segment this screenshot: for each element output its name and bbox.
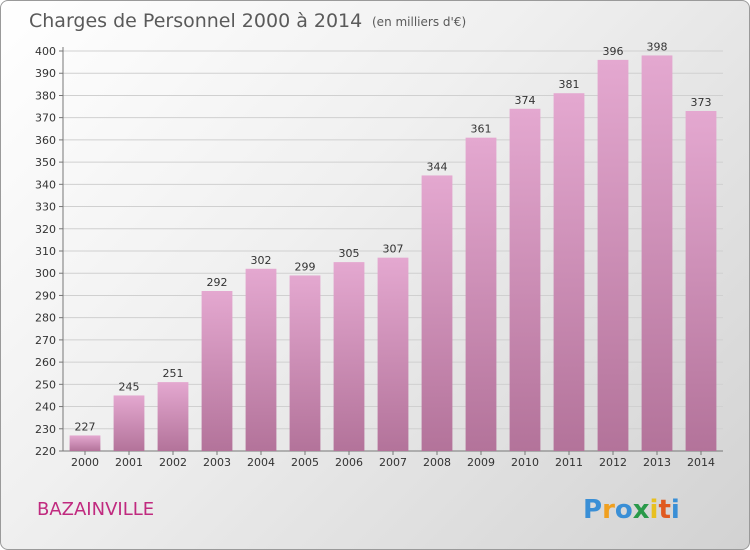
value-label: 302	[251, 254, 272, 267]
y-tick-label: 320	[35, 223, 56, 236]
bar-2002	[157, 382, 189, 451]
logo-letter: i	[671, 495, 680, 525]
x-tick-label: 2013	[643, 456, 671, 469]
logo-letter: i	[650, 495, 659, 525]
commune-name: BAZAINVILLE	[37, 499, 154, 520]
proxiti-logo: Proxiti	[583, 495, 680, 525]
y-tick-label: 350	[35, 156, 56, 169]
bar-2006	[333, 262, 365, 451]
y-tick-label: 240	[35, 401, 56, 414]
bar-2005	[289, 275, 321, 451]
x-tick-label: 2012	[599, 456, 627, 469]
y-tick-label: 380	[35, 89, 56, 102]
y-tick-label: 340	[35, 178, 56, 191]
y-tick-label: 330	[35, 201, 56, 214]
value-label: 245	[119, 380, 140, 393]
bar-2008	[421, 175, 453, 451]
value-label: 398	[647, 40, 668, 53]
value-label: 381	[559, 78, 580, 91]
value-label: 292	[207, 276, 228, 289]
bar-2014	[685, 111, 717, 451]
chart-title: Charges de Personnel 2000 à 2014	[29, 10, 362, 32]
logo-letter: r	[602, 495, 615, 525]
bar-2012	[597, 59, 629, 452]
y-tick-label: 370	[35, 112, 56, 125]
bar-2011	[553, 93, 585, 451]
logo-letter: P	[583, 495, 602, 525]
bar-2004	[245, 268, 277, 451]
x-tick-label: 2010	[511, 456, 539, 469]
value-label: 299	[295, 260, 316, 273]
x-tick-label: 2014	[687, 456, 715, 469]
value-label: 307	[383, 243, 404, 256]
value-label: 374	[515, 94, 536, 107]
bar-2003	[201, 291, 233, 451]
y-tick-label: 260	[35, 356, 56, 369]
value-label: 305	[339, 247, 360, 260]
x-tick-label: 2000	[71, 456, 99, 469]
y-tick-label: 280	[35, 312, 56, 325]
x-tick-label: 2004	[247, 456, 275, 469]
bars-layer	[69, 55, 717, 452]
y-tick-label: 300	[35, 267, 56, 280]
x-tick-label: 2005	[291, 456, 319, 469]
y-tick-label: 310	[35, 245, 56, 258]
value-label: 251	[163, 367, 184, 380]
logo-letter: o	[615, 495, 633, 525]
y-tick-label: 230	[35, 423, 56, 436]
bar-2007	[377, 257, 409, 451]
value-label: 227	[75, 420, 96, 433]
y-tick-label: 250	[35, 378, 56, 391]
logo-letter: x	[633, 495, 650, 525]
bar-2010	[509, 108, 541, 452]
value-label: 373	[691, 96, 712, 109]
labels-layer: 227 2000 245 2001 251 2002 292 2003 302 2004 299 20…	[71, 40, 715, 469]
bar-2000	[69, 435, 101, 451]
bar-2013	[641, 55, 673, 451]
x-tick-label: 2009	[467, 456, 495, 469]
x-tick-label: 2006	[335, 456, 363, 469]
x-tick-label: 2007	[379, 456, 407, 469]
bar-2001	[113, 395, 145, 451]
bar-2009	[465, 137, 497, 451]
x-tick-label: 2011	[555, 456, 583, 469]
x-tick-label: 2008	[423, 456, 451, 469]
value-label: 344	[427, 160, 448, 173]
y-tick-label: 220	[35, 445, 56, 458]
x-tick-label: 2001	[115, 456, 143, 469]
y-tick-label: 400	[35, 45, 56, 58]
logo-letter: t	[658, 495, 670, 525]
y-tick-label: 270	[35, 334, 56, 347]
value-label: 396	[603, 45, 624, 58]
x-tick-label: 2003	[203, 456, 231, 469]
y-tick-label: 290	[35, 289, 56, 302]
x-tick-label: 2002	[159, 456, 187, 469]
chart-subtitle: (en milliers d'€)	[372, 15, 466, 29]
y-tick-label: 390	[35, 67, 56, 80]
value-label: 361	[471, 123, 492, 136]
y-tick-label: 360	[35, 134, 56, 147]
